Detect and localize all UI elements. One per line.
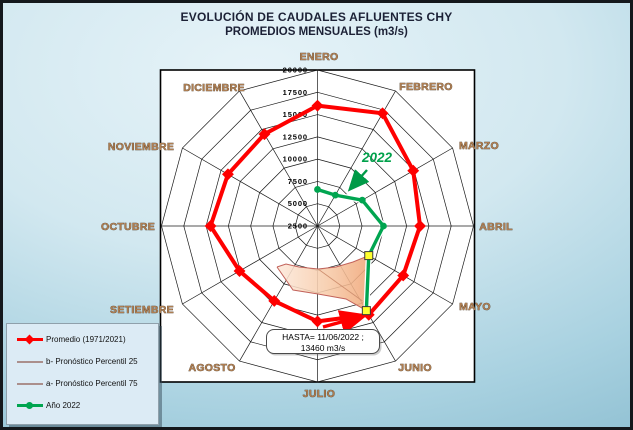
band-inner-edge	[317, 268, 363, 302]
radial-tick-5000: 5000	[288, 199, 308, 208]
series-2022-marker-abril	[380, 222, 387, 230]
legend-item-percentil-75: a- Pronóstico Percentil 75	[17, 379, 158, 388]
radial-tick-17500: 17500	[283, 88, 308, 97]
month-label-mayo: MAYO	[459, 301, 491, 313]
series-promedio-marker-octubre	[204, 220, 217, 232]
red-line-diamond-swatch	[17, 334, 43, 345]
radial-tick-12500: 12500	[283, 132, 308, 141]
hasta-callout-line1: HASTA= 11/06/2022 ;	[282, 332, 364, 342]
grid-spoke-marzo	[317, 147, 453, 227]
chart-title: EVOLUCIÓN DE CAUDALES AFLUENTES CHY PROM…	[3, 10, 630, 38]
month-label-noviembre: NOVIEMBRE	[108, 141, 174, 153]
month-label-junio: JUNIO	[398, 362, 432, 374]
month-label-octubre: OCTUBRE	[101, 221, 155, 233]
series-2022-highlight-mayo	[364, 251, 374, 261]
month-label-febrero: FEBRERO	[399, 81, 452, 93]
series-2022-marker-marzo	[358, 196, 366, 204]
legend-label: a- Pronóstico Percentil 75	[46, 379, 138, 388]
legend-item-percentil-25: b- Pronóstico Percentil 25	[17, 357, 158, 366]
month-label-marzo: MARZO	[459, 140, 499, 152]
month-label-setiembre: SETIEMBRE	[110, 304, 174, 316]
chart-title-line2: PROMEDIOS MENSUALES (m3/s)	[225, 26, 408, 38]
year-2022-arrow	[347, 169, 370, 192]
month-label-enero: ENERO	[300, 51, 339, 63]
grid-spoke-mayo	[317, 225, 453, 305]
green-line-circle-swatch	[17, 401, 43, 410]
grid-spoke-noviembre	[182, 147, 318, 227]
chart-title-line1: EVOLUCIÓN DE CAUDALES AFLUENTES CHY	[180, 10, 453, 24]
series-promedio-marker-mayo	[397, 269, 410, 282]
radial-tick-10000: 10000	[283, 155, 308, 164]
radial-tick-2500: 2500	[288, 222, 308, 231]
month-label-agosto: AGOSTO	[188, 362, 235, 374]
month-label-julio: JULIO	[303, 388, 335, 400]
radial-tick-15000: 15000	[283, 110, 308, 119]
radial-tick-20000: 20000	[283, 66, 308, 75]
legend-item-promedio: Promedio (1971/2021)	[17, 334, 158, 345]
legend-label: b- Pronóstico Percentil 25	[46, 357, 138, 366]
radial-tick-7500: 7500	[288, 177, 308, 186]
legend-label: Promedio (1971/2021)	[46, 335, 126, 344]
hasta-callout: HASTA= 11/06/2022 ; 13460 m3/s	[266, 329, 380, 354]
legend-item-ano-2022: Año 2022	[17, 401, 158, 410]
series-2022-highlight-junio	[361, 306, 371, 316]
year-2022-label: 2022	[361, 150, 393, 165]
callout-arrow	[322, 310, 369, 334]
percentil-25-line	[276, 266, 367, 312]
legend-label: Año 2022	[46, 401, 81, 410]
series-promedio-marker-agosto	[268, 294, 281, 307]
series-2022-marker-febrero	[331, 191, 339, 199]
legend: Promedio (1971/2021) b- Pronóstico Perce…	[6, 323, 159, 425]
month-label-diciembre: DICIEMBRE	[183, 82, 245, 94]
grid-spoke-setiembre	[182, 225, 318, 305]
grid-spoke-diciembre	[239, 90, 318, 227]
thin-line-swatch	[17, 357, 43, 366]
thin-line-swatch	[17, 379, 43, 388]
series-promedio-marker-julio	[311, 315, 324, 328]
forecast-band	[277, 255, 369, 311]
month-label-abril: ABRIL	[479, 221, 513, 233]
grid-spoke-agosto	[239, 225, 318, 362]
hasta-callout-line2: 13460 m3/s	[300, 343, 346, 353]
series-2022-marker-enero	[314, 186, 321, 193]
